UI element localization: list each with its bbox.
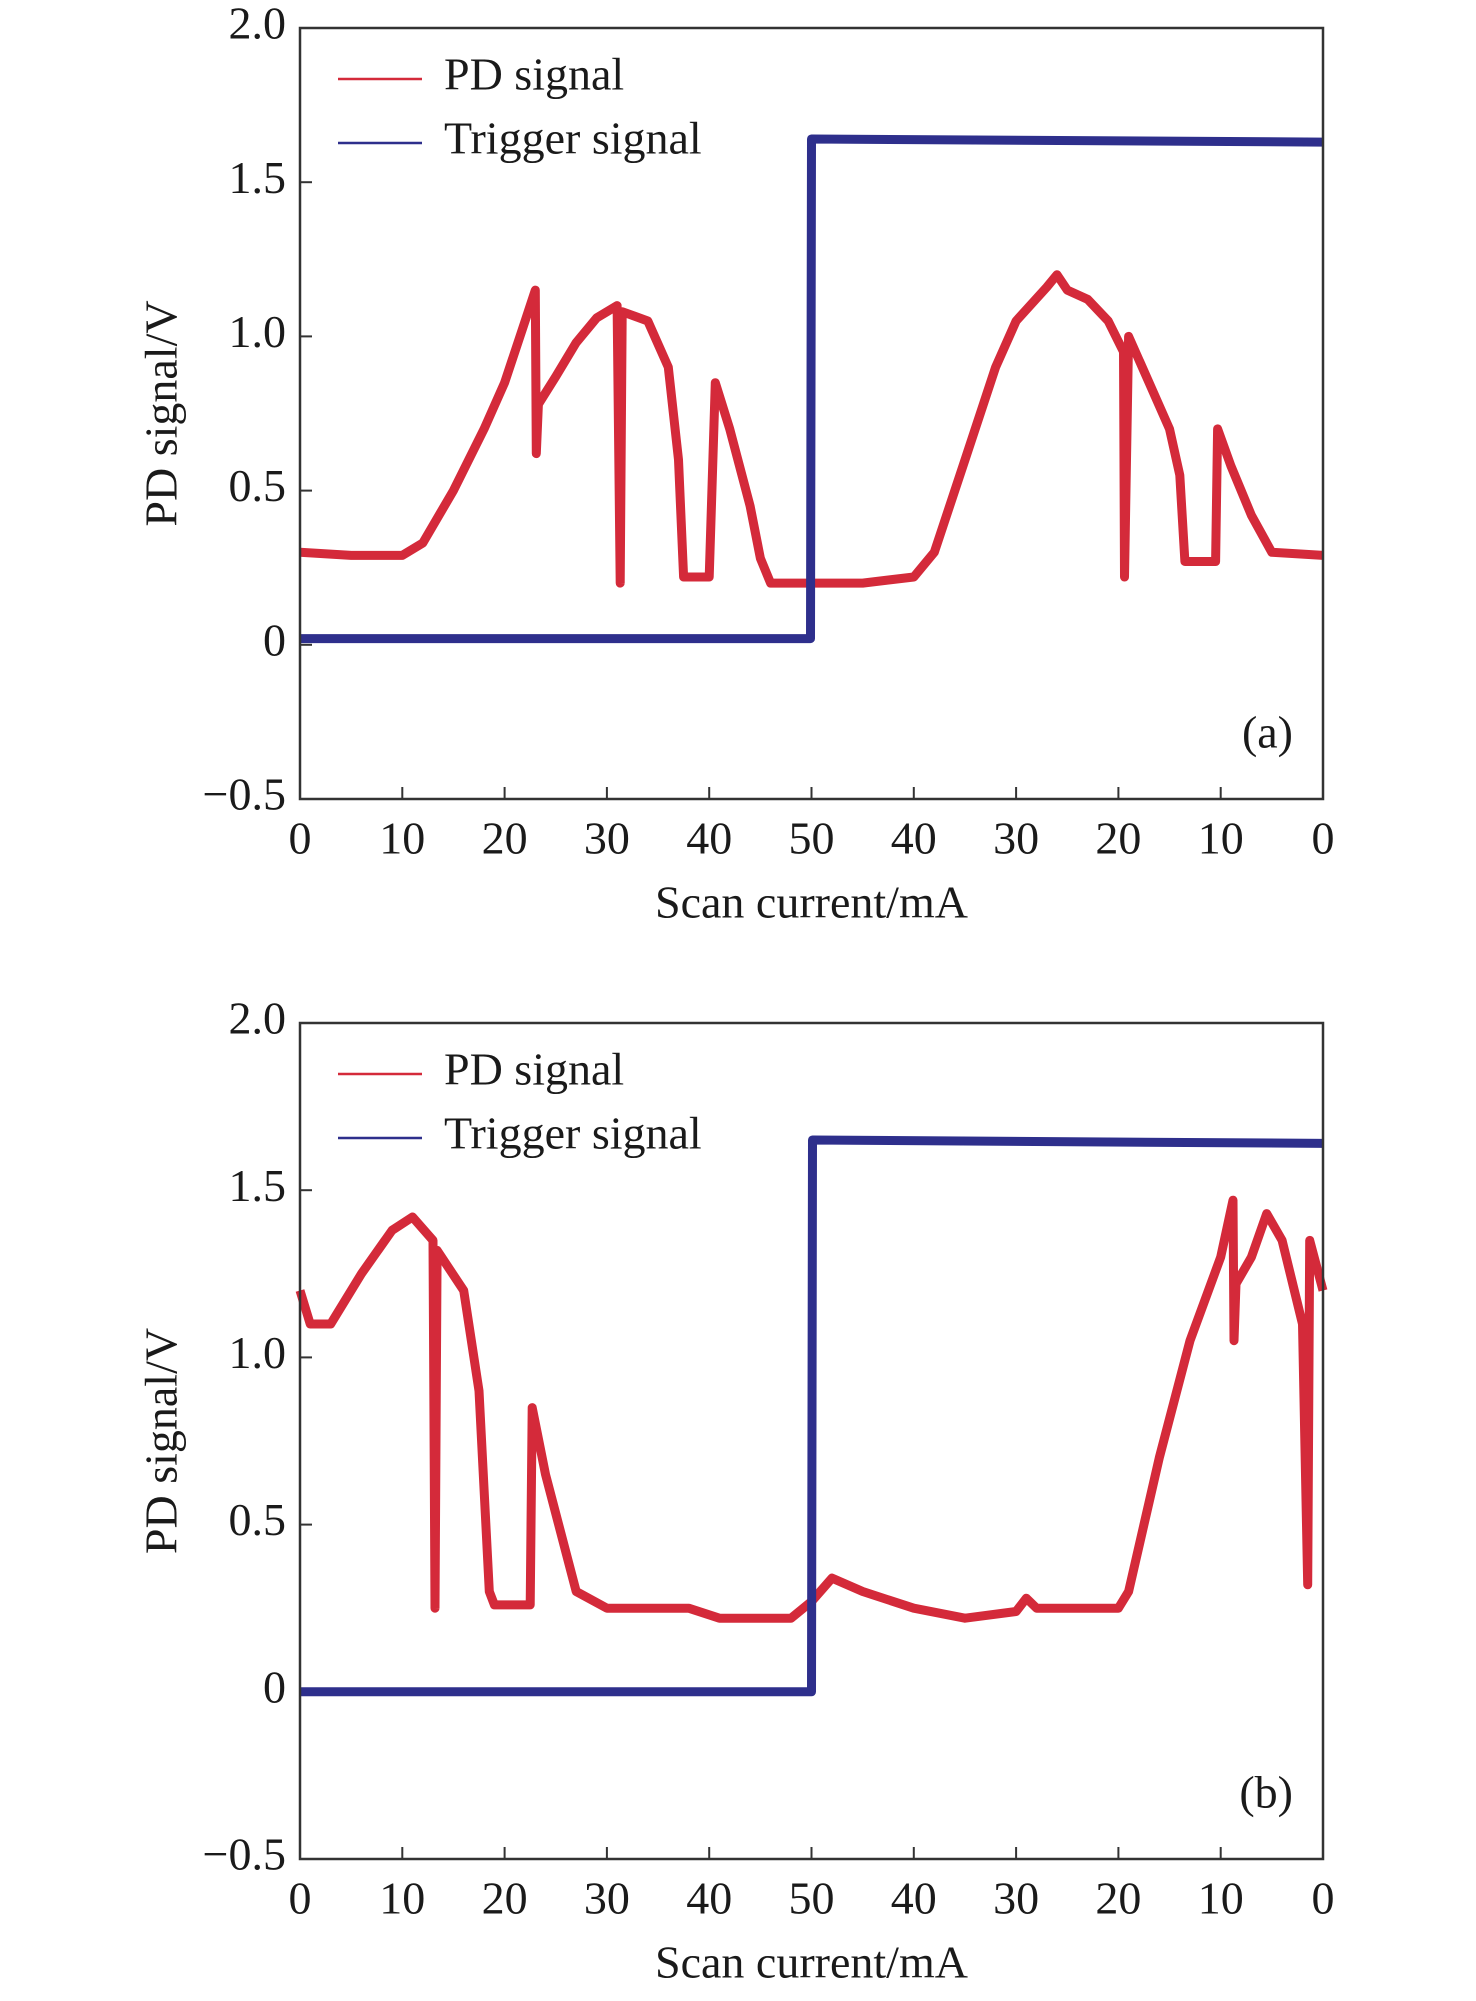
x-tick-label: 50 xyxy=(789,813,835,864)
y-tick-label: 1.0 xyxy=(229,1327,287,1378)
y-tick-label: 0.5 xyxy=(229,460,287,511)
y-tick-label: 2.0 xyxy=(229,0,287,49)
legend-label: Trigger signal xyxy=(444,113,702,164)
data-line xyxy=(295,1195,1328,1623)
panel-label: (a) xyxy=(1242,707,1293,758)
y-tick-label: 0.5 xyxy=(229,1494,287,1545)
y-tick-label: 2.0 xyxy=(229,993,287,1044)
x-tick-label: 30 xyxy=(584,1873,630,1924)
x-tick-label: 0 xyxy=(289,813,312,864)
y-axis-label: PD signal/V xyxy=(136,1328,187,1554)
x-axis-label: Scan current/mA xyxy=(655,877,968,928)
x-tick-label: 40 xyxy=(891,1873,937,1924)
x-tick-label: 40 xyxy=(686,1873,732,1924)
x-tick-label: 20 xyxy=(1095,813,1141,864)
x-tick-label: 20 xyxy=(482,813,528,864)
x-axis-label: Scan current/mA xyxy=(655,1937,968,1988)
legend-label: PD signal xyxy=(444,49,624,100)
x-tick-label: 20 xyxy=(1095,1873,1141,1924)
x-tick-label: 20 xyxy=(482,1873,528,1924)
x-tick-label: 10 xyxy=(1198,1873,1244,1924)
x-tick-label: 30 xyxy=(993,813,1039,864)
x-tick-label: 30 xyxy=(993,1873,1039,1924)
x-tick-label: 40 xyxy=(686,813,732,864)
x-tick-label: 40 xyxy=(891,813,937,864)
y-tick-label: 1.0 xyxy=(229,306,287,357)
y-tick-label: −0.5 xyxy=(203,1829,286,1880)
plot-frame xyxy=(298,1021,1325,1861)
legend-label: PD signal xyxy=(444,1044,624,1095)
x-tick-label: 10 xyxy=(1198,813,1244,864)
x-tick-label: 0 xyxy=(1312,1873,1335,1924)
data-line xyxy=(299,270,1324,588)
x-tick-label: 0 xyxy=(1312,813,1335,864)
plot-frame xyxy=(298,26,1325,801)
x-tick-label: 0 xyxy=(289,1873,312,1924)
legend-label: Trigger signal xyxy=(444,1108,702,1159)
y-tick-label: 1.5 xyxy=(229,152,287,203)
data-line xyxy=(300,1135,1324,1697)
y-tick-label: 0 xyxy=(263,1661,286,1712)
x-tick-label: 30 xyxy=(584,813,630,864)
y-tick-label: −0.5 xyxy=(203,769,286,820)
y-axis-label: PD signal/V xyxy=(136,300,187,526)
x-tick-label: 10 xyxy=(379,1873,425,1924)
y-tick-label: 1.5 xyxy=(229,1160,287,1211)
y-tick-label: 0 xyxy=(263,614,286,665)
data-line xyxy=(300,134,1324,644)
x-tick-label: 10 xyxy=(379,813,425,864)
x-tick-label: 50 xyxy=(789,1873,835,1924)
panel-label: (b) xyxy=(1239,1767,1293,1818)
